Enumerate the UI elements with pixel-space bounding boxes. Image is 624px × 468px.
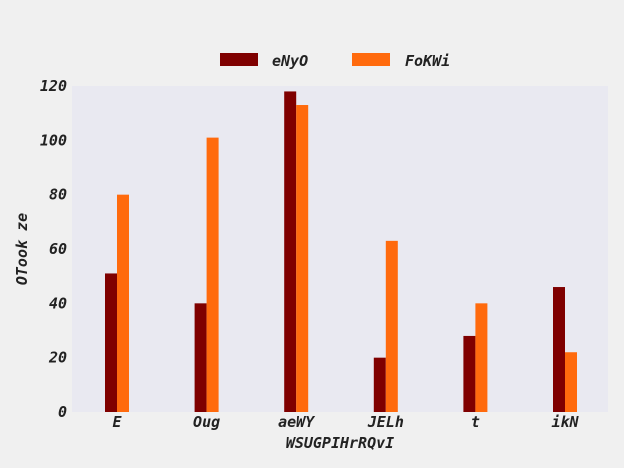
bars-layer bbox=[105, 91, 577, 413]
y-tick-label: 60 bbox=[49, 240, 67, 258]
bar-FoKWi-Oug bbox=[206, 137, 219, 412]
legend: eNyO FoKWi bbox=[220, 52, 450, 70]
bar-eNyO-E bbox=[105, 273, 117, 412]
x-tick-label: JELh bbox=[367, 413, 404, 431]
plot-area bbox=[72, 86, 608, 412]
bar-FoKWi-E bbox=[117, 194, 129, 412]
legend-label-eNyO: eNyO bbox=[272, 52, 308, 70]
x-tick-label: t bbox=[471, 413, 480, 431]
y-axis-label: OTook ze bbox=[13, 213, 31, 285]
bar-FoKWi-JELh bbox=[385, 240, 398, 412]
bar-eNyO-aeWY bbox=[284, 91, 297, 412]
y-tick-label: 0 bbox=[58, 403, 67, 421]
bar-eNyO-t bbox=[463, 335, 476, 412]
x-tick-labels: E Oug aeWY JELh t ikN bbox=[112, 413, 579, 431]
bar-eNyO-JELh bbox=[373, 357, 386, 412]
bar-FoKWi-aeWY bbox=[296, 105, 309, 413]
x-tick-label: E bbox=[112, 413, 122, 431]
bar-eNyO-ikN bbox=[553, 287, 565, 412]
y-tick-label: 120 bbox=[40, 77, 67, 95]
y-tick-label: 80 bbox=[49, 186, 67, 204]
y-tick-label: 40 bbox=[49, 294, 67, 312]
bar-FoKWi-ikN bbox=[565, 352, 577, 412]
y-tick-labels: 0 20 40 60 80 100 120 bbox=[40, 77, 67, 421]
legend-label-FoKWi: FoKWi bbox=[405, 52, 450, 70]
bar-eNyO-Oug bbox=[194, 303, 207, 412]
x-tick-label: Oug bbox=[193, 413, 220, 431]
y-tick-label: 20 bbox=[48, 349, 67, 367]
legend-swatch-FoKWi bbox=[352, 53, 390, 66]
x-tick-label: aeWY bbox=[278, 413, 315, 431]
y-tick-label: 100 bbox=[40, 131, 67, 149]
x-tick-label: ikN bbox=[551, 413, 579, 431]
bar-FoKWi-t bbox=[475, 303, 488, 412]
legend-swatch-eNyO bbox=[220, 53, 258, 66]
x-axis-label: WSUGPIHrRQvI bbox=[286, 434, 394, 452]
